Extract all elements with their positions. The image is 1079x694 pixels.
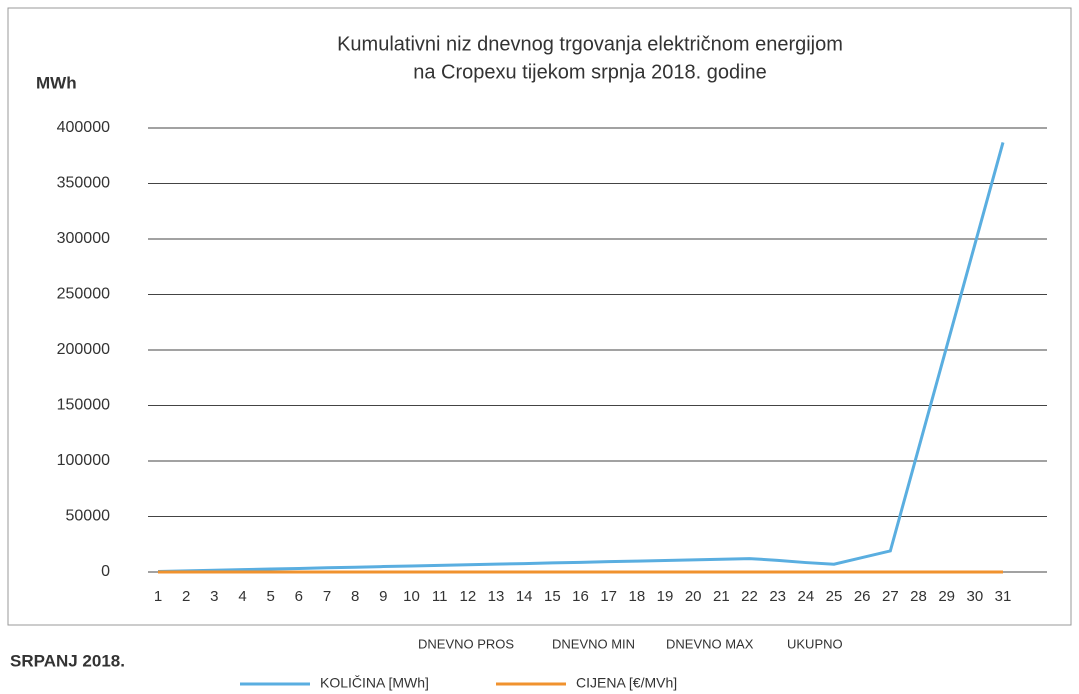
y-tick-label: 400000 [57, 119, 110, 136]
legend-label: KOLIČINA [MWh] [320, 675, 429, 691]
legend-label: CIJENA [€/MVh] [576, 675, 677, 691]
data-line [157, 142, 1005, 573]
x-tick-label: 20 [685, 588, 702, 605]
x-tick-label: 23 [769, 588, 786, 605]
y-tick-label: 100000 [57, 452, 110, 469]
x-tick-label: 14 [516, 588, 533, 605]
x-tick-label: 4 [238, 588, 246, 605]
x-tick-label: 8 [351, 588, 359, 605]
y-tick-label: 0 [101, 563, 110, 580]
y-tick-label: 50000 [66, 508, 111, 525]
x-tick-label: 27 [882, 588, 899, 605]
annotation: UKUPNO [787, 636, 843, 651]
y-tick-label: 150000 [57, 397, 110, 414]
y-tick-label: 350000 [57, 175, 110, 192]
x-tick-label: 28 [910, 588, 927, 605]
x-tick-label: 18 [628, 588, 645, 605]
x-tick-label: 6 [295, 588, 303, 605]
x-tick-label: 7 [323, 588, 331, 605]
x-tick-label: 11 [432, 588, 448, 605]
annotation: DNEVNO MAX [666, 636, 754, 651]
x-tick-label: 26 [854, 588, 871, 605]
x-tick-label: 13 [488, 588, 505, 605]
annotation: SRPANJ 2018. [10, 651, 125, 670]
x-tick-label: 1 [154, 588, 162, 605]
chart-title: na Cropexu tijekom srpnja 2018. godine [413, 61, 767, 83]
x-tick-label: 25 [826, 588, 843, 605]
chart-title: Kumulativni niz dnevnog trgovanja elektr… [337, 33, 843, 55]
y-axis-label: MWh [36, 73, 77, 92]
x-tick-label: 24 [797, 588, 814, 605]
y-tick-label: 300000 [57, 230, 110, 247]
y-tick-label: 200000 [57, 341, 110, 358]
x-tick-label: 29 [938, 588, 955, 605]
x-tick-label: 9 [379, 588, 387, 605]
y-tick-label: 250000 [57, 286, 110, 303]
x-tick-label: 5 [266, 588, 274, 605]
x-tick-label: 30 [966, 588, 983, 605]
x-tick-label: 31 [995, 588, 1012, 605]
annotation: DNEVNO MIN [552, 636, 635, 651]
x-tick-label: 22 [741, 588, 758, 605]
x-tick-label: 10 [403, 588, 420, 605]
annotation: DNEVNO PROS [418, 636, 514, 651]
x-tick-label: 16 [572, 588, 589, 605]
x-tick-label: 21 [713, 588, 730, 605]
x-tick-label: 12 [459, 588, 476, 605]
x-tick-label: 15 [544, 588, 561, 605]
x-tick-label: 17 [600, 588, 617, 605]
x-tick-label: 2 [182, 588, 190, 605]
x-tick-label: 19 [657, 588, 674, 605]
chart-border [7, 7, 1072, 626]
x-tick-label: 3 [210, 588, 218, 605]
